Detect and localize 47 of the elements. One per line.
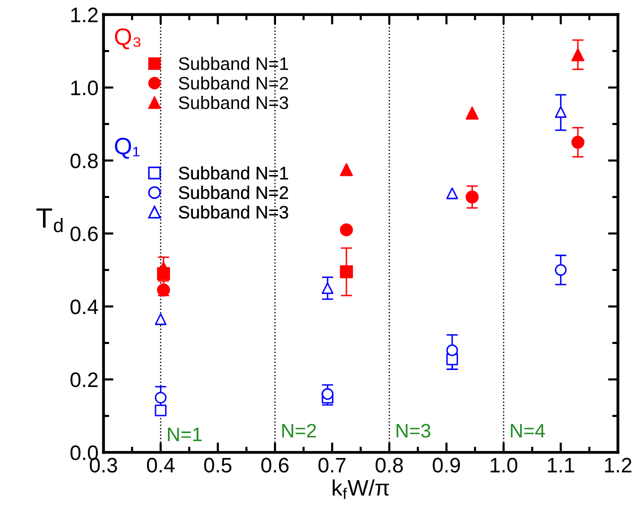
x-tick-label: 0.8 <box>376 458 403 473</box>
point <box>157 284 170 297</box>
annotation: N=3 <box>396 424 430 438</box>
point <box>446 188 458 200</box>
x-tick-label: 0.4 <box>147 458 175 473</box>
y-axis-title: T$_{d}$ <box>36 208 63 232</box>
point <box>466 106 479 120</box>
x-tick-label: 0.5 <box>204 458 232 473</box>
point <box>322 388 334 400</box>
point <box>340 265 353 278</box>
legend-label: Subband N=2 <box>178 76 288 90</box>
y-tick-label: 0.8 <box>70 154 98 168</box>
x-tick-label: 0.9 <box>432 458 460 473</box>
legend-label: Subband N=3 <box>178 205 288 219</box>
point <box>157 262 170 275</box>
point <box>154 392 167 404</box>
legend-label: Subband N=2 <box>178 186 288 200</box>
point <box>571 136 584 149</box>
point <box>554 106 567 118</box>
annotation: N=4 <box>510 424 545 438</box>
annotation: Q₁ <box>114 138 140 159</box>
legend-label: Subband N=3 <box>178 96 288 110</box>
point <box>340 163 353 176</box>
x-tick-label: 1.1 <box>548 458 574 472</box>
y-tick-label: 1.0 <box>71 80 98 96</box>
legend-label: Subband N=1 <box>178 56 288 70</box>
annotation: N=2 <box>282 424 316 438</box>
y-tick-label: 0.2 <box>70 372 98 388</box>
y-tick-label: 1.2 <box>71 8 98 22</box>
point <box>322 282 334 294</box>
point <box>554 264 567 276</box>
y-tick-label: 0.6 <box>70 226 98 242</box>
x-tick-label: 1.0 <box>490 458 518 473</box>
point <box>154 404 167 416</box>
point <box>466 190 479 204</box>
x-axis-title: k$_{f}$W/π <box>332 479 389 499</box>
y-tick-label: 0.4 <box>70 299 98 314</box>
x-tick-label: 1.2 <box>605 458 632 472</box>
point <box>446 344 458 356</box>
point <box>340 223 353 236</box>
legend-label: Subband N=1 <box>178 166 288 180</box>
x-tick-label: 0.6 <box>261 458 289 473</box>
annotation: Q₃ <box>114 28 140 50</box>
point <box>571 48 584 62</box>
point <box>154 313 167 326</box>
x-tick-label: 0.7 <box>318 458 346 473</box>
annotation: N=1 <box>168 428 202 442</box>
